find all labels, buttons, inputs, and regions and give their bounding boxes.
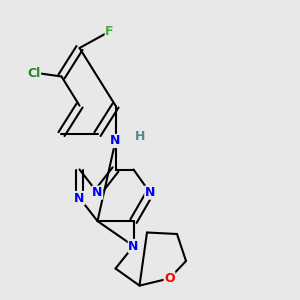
Text: N: N [145,186,155,199]
Text: O: O [164,272,175,285]
Text: F: F [105,25,114,38]
Text: N: N [128,239,139,253]
Text: N: N [92,186,103,199]
Text: Cl: Cl [27,67,40,80]
Text: H: H [135,130,146,143]
Text: N: N [74,191,85,205]
Text: N: N [110,134,121,148]
